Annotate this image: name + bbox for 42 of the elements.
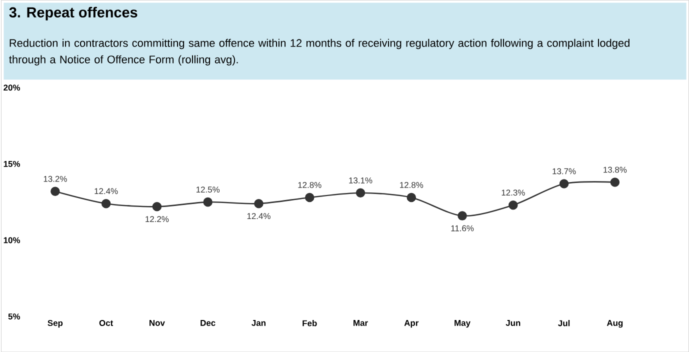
x-tick-label: Oct <box>99 320 114 326</box>
data-label: 12.4% <box>94 188 118 194</box>
data-label: 13.7% <box>552 168 576 174</box>
data-label: 13.8% <box>604 166 627 173</box>
point <box>152 202 162 212</box>
x-tick-label: Jul <box>558 320 570 326</box>
data-label: 12.3% <box>502 190 525 196</box>
x-tick-label: Nov <box>150 320 165 326</box>
x-tick-label: Apr <box>404 320 419 328</box>
x-tick-label: Jan <box>252 320 266 326</box>
data-label: 13.1% <box>349 177 372 184</box>
x-tick-label: Mar <box>354 320 368 326</box>
point <box>508 200 518 210</box>
x-tick-label: Aug <box>606 320 623 328</box>
y-tick-label: 5% <box>8 313 20 320</box>
x-tick-label: Sep <box>48 320 63 328</box>
point <box>101 198 111 208</box>
x-tick-label: May <box>454 320 470 328</box>
chart-title: 3. Repeat offences <box>9 6 138 20</box>
point <box>203 197 212 207</box>
data-label: 11.6% <box>451 225 474 232</box>
data-label: 12.8% <box>400 182 424 188</box>
data-label: 12.4% <box>247 213 270 219</box>
point <box>254 198 264 208</box>
point <box>406 192 416 202</box>
point <box>356 188 366 198</box>
point <box>458 211 467 220</box>
data-label: 12.8% <box>298 182 322 188</box>
point <box>559 179 569 188</box>
point <box>304 192 314 202</box>
point <box>50 186 60 196</box>
data-label: 13.2% <box>44 176 67 182</box>
chart-subtitle: Reduction in contractors committing same offence within 12 months of receiving regulatory action following a complaint lodged through a Notice of Offence Form (rolling avg). <box>9 38 630 66</box>
x-tick-label: Feb <box>302 320 317 326</box>
data-label: 12.5% <box>196 186 220 192</box>
y-tick-label: 15% <box>4 160 20 167</box>
x-tick-label: Dec <box>200 320 216 326</box>
x-tick-label: Jun <box>506 320 520 326</box>
point <box>610 178 620 187</box>
y-tick-label: 10% <box>4 237 20 244</box>
data-label: 12.2% <box>146 216 169 222</box>
y-tick-label: 20% <box>4 84 20 91</box>
